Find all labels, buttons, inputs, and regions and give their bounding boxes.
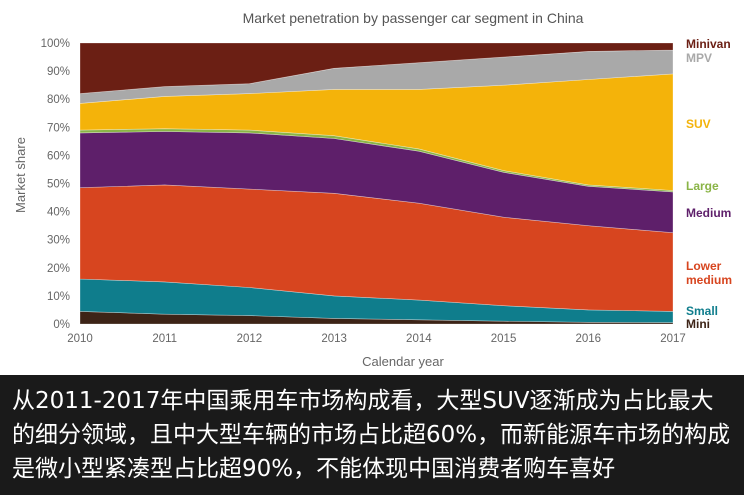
caption-text: 从2011-2017年中国乘用车市场构成看，大型SUV逐渐成为占比最大的细分领域…: [0, 375, 744, 495]
y-axis-title: Market share: [13, 137, 28, 213]
area-minivan: [79, 42, 674, 94]
y-tick-label: 30%: [47, 235, 70, 247]
legend-label-suv: SUV: [686, 117, 711, 131]
x-tick-label: 2010: [67, 333, 93, 345]
y-tick-label: 0%: [53, 319, 70, 331]
legend-label-minivan: Minivan: [686, 37, 731, 51]
y-tick-label: 10%: [47, 291, 70, 303]
y-tick-label: 70%: [47, 122, 70, 134]
y-tick-label: 80%: [47, 94, 70, 106]
x-tick-label: 2011: [152, 333, 177, 345]
x-tick-label: 2015: [491, 333, 517, 345]
y-tick-label: 90%: [47, 66, 70, 78]
legend-label-mini: Mini: [686, 317, 710, 331]
x-tick-label: 2014: [406, 333, 432, 345]
x-tick-label: 2012: [237, 333, 263, 345]
x-tick-label: 2017: [660, 333, 686, 345]
y-tick-label: 60%: [47, 150, 70, 162]
chart-title: Market penetration by passenger car segm…: [243, 10, 584, 26]
stacked-area-chart: Market penetration by passenger car segm…: [13, 10, 732, 369]
x-tick-label: 2016: [575, 333, 601, 345]
legend-label-mpv: MPV: [686, 51, 712, 65]
x-axis-title: Calendar year: [362, 354, 444, 369]
legend-label-medium: Medium: [686, 206, 731, 220]
chart-area: Market penetration by passenger car segm…: [13, 10, 732, 369]
legend-label-small: Small: [686, 304, 718, 318]
x-tick-label: 2013: [321, 333, 347, 345]
legend-label-large: Large: [686, 179, 719, 193]
y-tick-label: 100%: [41, 38, 70, 50]
y-tick-label: 40%: [47, 207, 70, 219]
legend-label-lower-medium: Lower medium: [686, 259, 732, 287]
y-tick-label: 50%: [47, 179, 70, 191]
y-tick-label: 20%: [47, 263, 70, 275]
